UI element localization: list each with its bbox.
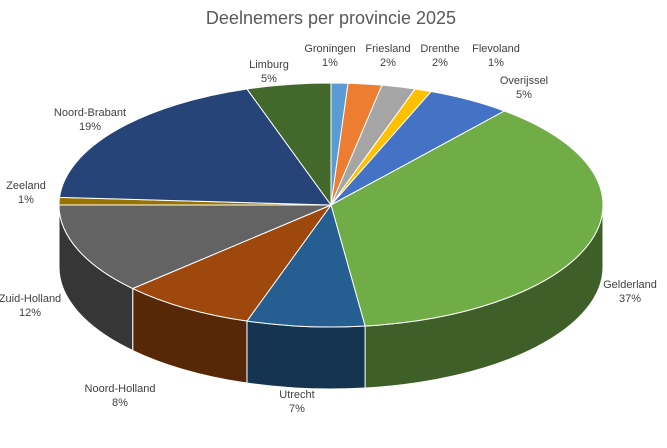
data-label-name: Friesland	[365, 43, 410, 55]
data-label-name: Noord-Holland	[85, 383, 156, 395]
data-labels: Groningen 1% Friesland 2% Drenthe 2% Flevoland…	[0, 43, 657, 415]
data-label-value: 19%	[79, 121, 101, 133]
pie-slice-limburg	[246, 82, 332, 207]
pie-slice-noord-holland	[131, 203, 333, 322]
chart-title: Deelnemers per provincie 2025	[206, 8, 456, 28]
data-label-value: 7%	[289, 403, 305, 415]
data-label-name: Drenthe	[420, 43, 459, 55]
data-label-value: 12%	[19, 307, 41, 319]
pie-slice-noord-brabant	[58, 88, 333, 206]
data-label-value: 37%	[619, 293, 641, 305]
pie-slice-gelderland	[330, 110, 604, 327]
data-label-name: Zeeland	[6, 180, 46, 192]
data-label-value: 2%	[380, 57, 396, 69]
pie-sides	[58, 204, 604, 390]
data-label-name: Limburg	[249, 59, 289, 71]
data-label-name: Zuid-Holland	[0, 293, 61, 305]
data-label-value: 2%	[432, 57, 448, 69]
data-label-value: 1%	[322, 57, 338, 69]
pie-slice-zuid-holland	[58, 204, 332, 290]
data-label-name: Noord-Brabant	[54, 107, 126, 119]
data-label-name: Overijssel	[500, 75, 548, 87]
data-label-value: 1%	[488, 57, 504, 69]
pie-slices	[58, 82, 604, 328]
data-label-value: 8%	[112, 397, 128, 409]
data-label-name: Groningen	[304, 43, 355, 55]
pie-slice-utrecht	[246, 203, 366, 328]
data-label-value: 1%	[18, 194, 34, 206]
data-label-name: Utrecht	[279, 389, 314, 401]
data-label-value: 5%	[261, 73, 277, 85]
pie-side-utrecht	[246, 320, 366, 390]
data-label-name: Gelderland	[603, 279, 657, 291]
data-label-value: 5%	[516, 89, 532, 101]
data-label-name: Flevoland	[472, 43, 520, 55]
